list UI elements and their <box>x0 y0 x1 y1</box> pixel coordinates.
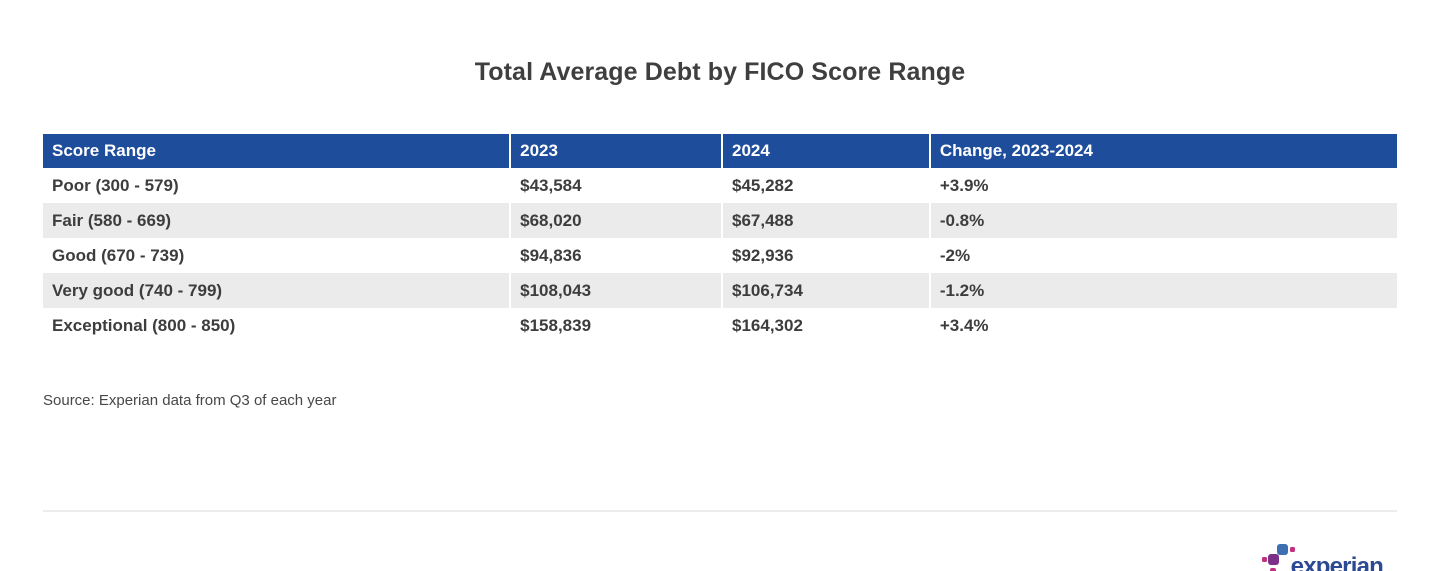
cell-2024-value: $67,488 <box>721 203 930 238</box>
logo-dot-magenta-left <box>1261 557 1267 562</box>
cell-2024-value: $106,734 <box>721 273 930 308</box>
column-header-2023: 2023 <box>509 134 723 168</box>
experian-logo: experian ™ <box>1261 544 1392 571</box>
cell-change-value: -0.8% <box>928 203 1397 238</box>
cell-2024-value: $45,282 <box>721 168 930 203</box>
source-note: Source: Experian data from Q3 of each ye… <box>43 392 337 409</box>
cell-2024-value: $92,936 <box>721 238 930 273</box>
table-row: Poor (300 - 579) $43,584 $45,282 +3.9% <box>43 168 1397 203</box>
logo-square-blue <box>1276 544 1288 555</box>
page-title: Total Average Debt by FICO Score Range <box>474 58 966 86</box>
cell-2023-value: $158,839 <box>509 308 723 343</box>
cell-2023-value: $43,584 <box>509 168 723 203</box>
logo-square-purple <box>1267 554 1279 565</box>
cell-change-value: +3.4% <box>928 308 1397 343</box>
experian-wordmark: experian <box>1290 553 1384 571</box>
table-row: Fair (580 - 669) $68,020 $67,488 -0.8% <box>43 203 1397 238</box>
cell-2023-value: $94,836 <box>509 238 723 273</box>
cell-score-range: Fair (580 - 669) <box>43 203 511 238</box>
table-body: Poor (300 - 579) $43,584 $45,282 +3.9% F… <box>43 168 1397 343</box>
infographic-page: Total Average Debt by FICO Score Range S… <box>0 58 1440 571</box>
divider-rule <box>43 510 1397 512</box>
column-header-change: Change, 2023-2024 <box>928 134 1397 168</box>
table-row: Good (670 - 739) $94,836 $92,936 -2% <box>43 238 1397 273</box>
cell-score-range: Exceptional (800 - 850) <box>43 308 511 343</box>
table-header: Score Range 2023 2024 Change, 2023-2024 <box>43 134 1397 168</box>
table-row: Very good (740 - 799) $108,043 $106,734 … <box>43 273 1397 308</box>
logo-dot-magenta-bottom <box>1269 568 1276 571</box>
column-header-score-range: Score Range <box>43 134 511 168</box>
cell-change-value: -2% <box>928 238 1397 273</box>
header-row: Score Range 2023 2024 Change, 2023-2024 <box>43 134 1397 168</box>
cell-score-range: Good (670 - 739) <box>43 238 511 273</box>
cell-2023-value: $108,043 <box>509 273 723 308</box>
cell-2024-value: $164,302 <box>721 308 930 343</box>
table-row: Exceptional (800 - 850) $158,839 $164,30… <box>43 308 1397 343</box>
cell-change-value: -1.2% <box>928 273 1397 308</box>
cell-change-value: +3.9% <box>928 168 1397 203</box>
cell-2023-value: $68,020 <box>509 203 723 238</box>
cell-score-range: Very good (740 - 799) <box>43 273 511 308</box>
cell-score-range: Poor (300 - 579) <box>43 168 511 203</box>
column-header-2024: 2024 <box>721 134 930 168</box>
experian-logo-mark-icon <box>1261 544 1295 571</box>
logo-dot-magenta-top <box>1289 547 1295 552</box>
debt-by-fico-table: Score Range 2023 2024 Change, 2023-2024 … <box>43 134 1397 343</box>
